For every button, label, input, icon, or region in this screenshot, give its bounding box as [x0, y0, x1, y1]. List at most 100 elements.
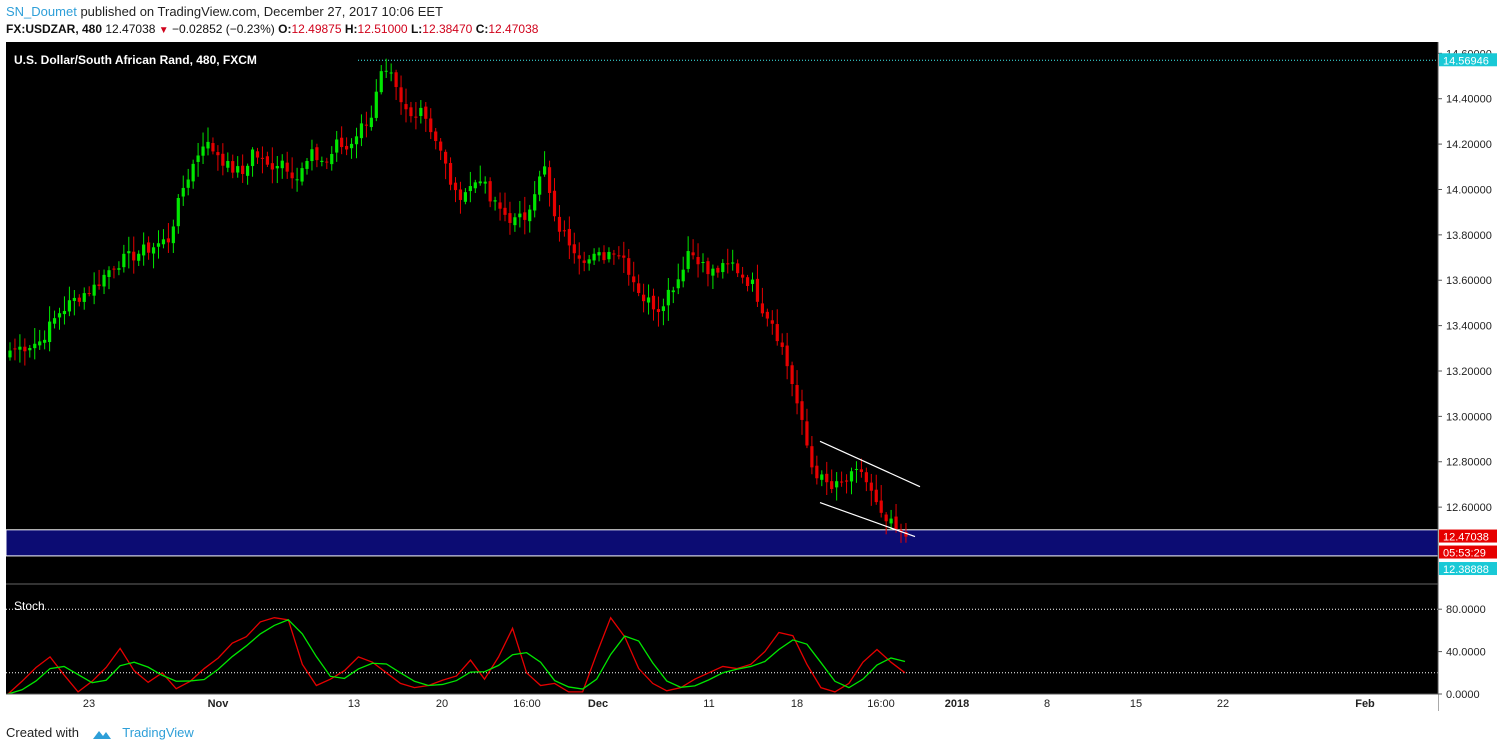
candle-down: [800, 401, 804, 420]
open-value: 12.49875: [291, 22, 342, 36]
candle-down: [790, 365, 794, 385]
candle-up: [176, 197, 180, 227]
candle-down: [884, 514, 888, 522]
candle-down: [745, 277, 750, 286]
candle-up: [587, 259, 591, 264]
candle-up: [67, 300, 71, 312]
candle-down: [894, 516, 898, 530]
candle-up: [43, 339, 47, 343]
publish-info: SN_Doumet published on TradingView.com, …: [6, 4, 443, 19]
candle-down: [706, 261, 710, 275]
candle-down: [315, 147, 319, 161]
price-chart[interactable]: U.S. Dollar/South African Rand, 480, FXC…: [0, 42, 1504, 715]
candle-up: [538, 176, 542, 195]
candle-down: [869, 482, 873, 491]
low-price-label: 12.38888: [1443, 564, 1489, 576]
x-tick-label: 13: [348, 698, 360, 710]
tradingview-link[interactable]: TradingView: [122, 725, 194, 740]
candle-down: [265, 156, 269, 165]
candle-down: [13, 348, 17, 350]
candle-down: [612, 253, 616, 255]
candle-down: [488, 181, 492, 202]
candle-down: [617, 255, 621, 257]
bar-countdown-label: 05:53:29: [1443, 548, 1486, 560]
candle-down: [508, 213, 512, 223]
symbol-label: FX:USDZAR, 480: [6, 22, 103, 36]
x-tick-label: 16:00: [513, 698, 541, 710]
candle-up: [305, 161, 309, 169]
candle-up: [171, 226, 175, 244]
candle-up: [889, 518, 893, 524]
candle-down: [503, 207, 507, 215]
candle-down: [345, 145, 349, 150]
candle-down: [340, 137, 344, 148]
candle-up: [201, 146, 205, 156]
x-tick-label: 23: [83, 698, 95, 710]
candle-up: [52, 318, 57, 324]
candle-up: [533, 194, 537, 211]
y-tick-label: 14.00000: [1446, 184, 1492, 196]
high-label: H:: [344, 22, 358, 36]
candle-up: [379, 71, 383, 93]
candle-down: [112, 268, 116, 270]
y-tick-label: 14.20000: [1446, 139, 1492, 151]
candle-up: [820, 474, 824, 480]
candle-up: [646, 297, 651, 303]
candle-down: [656, 309, 661, 313]
candle-down: [285, 162, 289, 172]
candle-down: [255, 151, 260, 158]
candle-down: [726, 263, 730, 265]
y-axis-background: [1438, 42, 1504, 711]
candle-down: [622, 255, 626, 258]
candle-down: [815, 465, 819, 479]
open-label: O:: [278, 22, 292, 36]
candle-down: [602, 252, 606, 261]
candle-down: [221, 153, 225, 166]
candle-down: [547, 167, 552, 193]
candle-down: [785, 345, 789, 367]
candle-up: [681, 269, 685, 282]
candle-down: [567, 228, 571, 246]
candle-down: [260, 157, 265, 159]
candle-up: [354, 136, 359, 145]
candle-down: [760, 303, 764, 314]
stoch-k-line: [7, 616, 906, 695]
candle-down: [637, 283, 641, 293]
candle-up: [721, 263, 725, 273]
candle-down: [770, 320, 774, 324]
candle-down: [864, 472, 868, 483]
candle-up: [686, 251, 690, 269]
channel-upper-line: [819, 440, 921, 488]
candle-down: [741, 274, 745, 278]
candle-up: [849, 471, 854, 482]
candle-down: [765, 311, 769, 319]
candle-up: [419, 107, 423, 117]
candle-up: [543, 166, 547, 175]
candle-up: [250, 149, 255, 167]
candle-up: [711, 268, 715, 276]
stoch-tick-label: 40.0000: [1446, 647, 1486, 659]
candle-up: [384, 70, 388, 72]
author-link[interactable]: SN_Doumet: [6, 4, 77, 19]
x-tick-label: Dec: [588, 698, 608, 710]
candle-up: [38, 341, 42, 346]
candle-down: [810, 446, 814, 468]
last-price: 12.47038: [105, 22, 156, 36]
candle-down: [241, 165, 245, 174]
candle-down: [780, 342, 784, 347]
candle-down: [77, 297, 81, 302]
candle-up: [137, 253, 141, 261]
candle-up: [142, 244, 146, 256]
candle-down: [231, 161, 235, 173]
close-value: 12.47038: [488, 22, 539, 36]
candle-down: [404, 104, 408, 110]
created-with-text: Created with: [6, 725, 79, 740]
footer: Created with TradingView: [6, 725, 194, 740]
candle-down: [879, 500, 883, 513]
candle-up: [320, 160, 324, 162]
candle-up: [528, 209, 532, 222]
candle-up: [236, 166, 240, 173]
candle-up: [310, 149, 314, 162]
candle-down: [736, 263, 740, 274]
candle-up: [181, 187, 185, 197]
